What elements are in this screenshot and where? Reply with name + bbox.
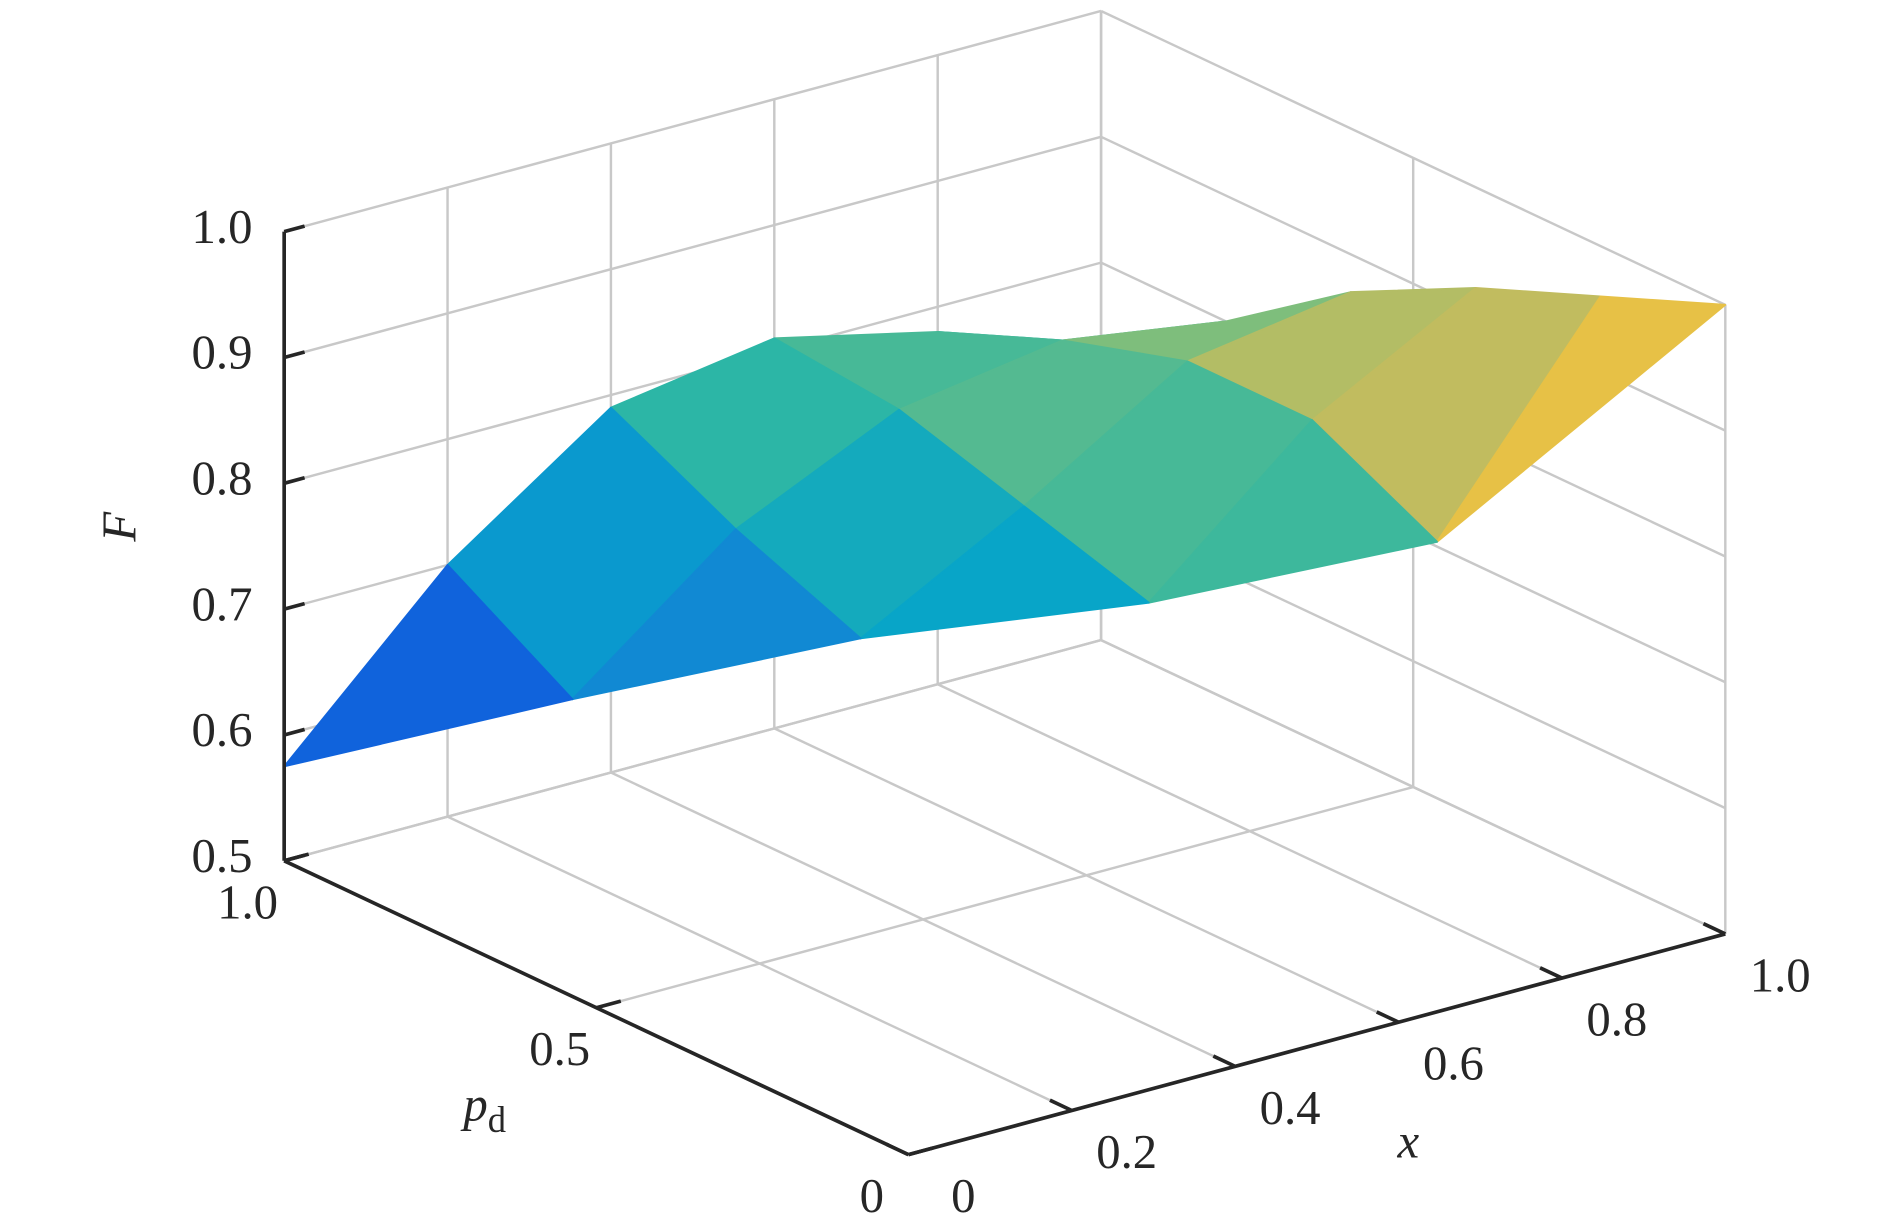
y-tick-label: 0.5 [529, 1022, 590, 1076]
z-tick-label: 0.7 [192, 577, 253, 631]
floor-grid-line [595, 785, 1414, 1009]
x-axis-label: x [1396, 1114, 1419, 1168]
surface-patch [1147, 419, 1439, 604]
surface [283, 287, 1727, 768]
surface-patch [571, 528, 862, 701]
wall-grid-line [1100, 639, 1726, 936]
x-tick [1702, 922, 1727, 936]
surface-patch [859, 505, 1150, 640]
z-tick [283, 224, 306, 234]
surface-patch [283, 564, 574, 768]
axes: 0.50.60.70.80.91.000.51.000.20.40.60.81.… [192, 200, 1811, 1223]
wall-grid-line [283, 135, 1102, 359]
x-tick-label: 0.8 [1586, 993, 1647, 1047]
z-tick [283, 601, 306, 611]
z-tick-label: 0.6 [192, 703, 253, 757]
x-tick [1212, 1054, 1236, 1069]
x-tick [1375, 1010, 1400, 1024]
z-tick [283, 727, 306, 737]
y-axis-label-sub: d [488, 1100, 506, 1141]
wall-grid-line [283, 638, 1102, 862]
x-tick-label: 0.4 [1260, 1081, 1321, 1135]
z-tick-label: 0.8 [192, 451, 253, 505]
z-tick-label: 0.5 [192, 829, 253, 883]
z-axis-label: F [93, 511, 147, 543]
x-tick-label: 0.6 [1423, 1037, 1484, 1091]
z-tick-label: 0.9 [192, 326, 253, 380]
y-axis-label-main: p [460, 1078, 487, 1132]
y-axis-label: pd [460, 1078, 506, 1141]
x-tick-label: 0 [951, 1169, 975, 1223]
y-tick [595, 999, 622, 1010]
x-tick [1049, 1098, 1073, 1113]
z-tick [283, 350, 306, 360]
x-tick-label: 0.2 [1096, 1125, 1157, 1179]
x-axis [907, 932, 1726, 1157]
z-tick-label: 1.0 [192, 200, 253, 254]
wall-grid-line [283, 9, 1102, 233]
y-tick [907, 1146, 934, 1157]
wall-grid-line [1100, 9, 1726, 306]
y-tick [283, 852, 310, 863]
y-tick-label: 1.0 [217, 875, 278, 929]
x-tick [885, 1142, 910, 1157]
x-tick [1539, 966, 1563, 980]
x-tick-label: 1.0 [1750, 948, 1811, 1002]
surface-patch [1436, 295, 1727, 543]
z-tick [283, 476, 306, 486]
y-tick-label: 0 [860, 1169, 884, 1223]
